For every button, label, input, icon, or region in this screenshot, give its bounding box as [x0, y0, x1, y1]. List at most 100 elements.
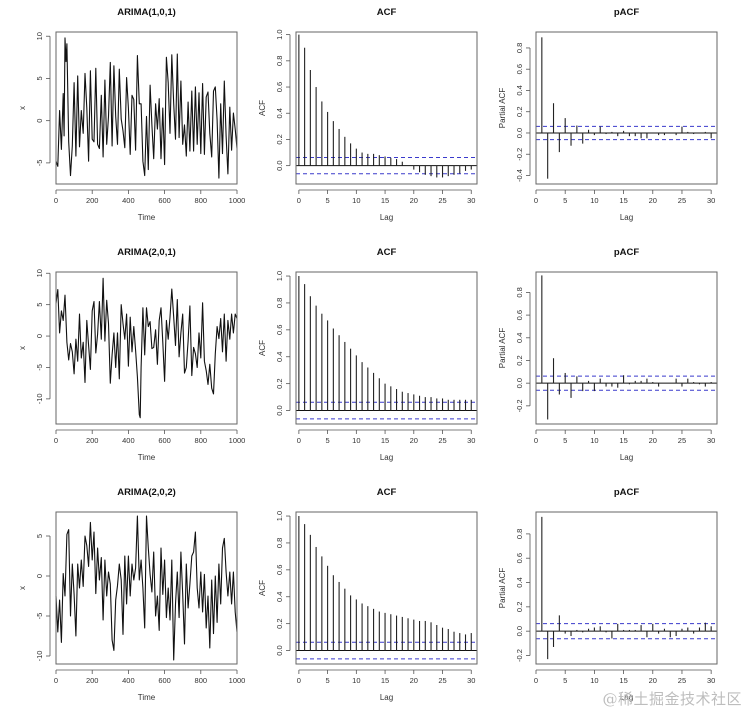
watermark: @稀土掘金技术社区: [602, 690, 742, 708]
y-tick-label: 0.8: [275, 298, 284, 308]
x-tick-label: 0: [534, 676, 538, 685]
x-tick-label: 15: [381, 436, 389, 445]
x-tick-label: 200: [86, 436, 99, 445]
y-tick-label: 5: [35, 76, 44, 80]
y-tick-label: 0.2: [275, 378, 284, 388]
panel-title: ACF: [377, 247, 397, 258]
x-tick-label: 600: [158, 196, 171, 205]
x-axis-label: Lag: [620, 453, 633, 462]
y-tick-label: 0: [35, 334, 44, 338]
y-tick-label: 0.2: [515, 355, 524, 365]
y-tick-label: 10: [35, 32, 44, 40]
y-tick-label: 0.6: [275, 82, 284, 92]
panel-title: ACF: [377, 487, 397, 498]
y-tick-label: -5: [35, 160, 44, 167]
panel-9: pACF Lag Partial ACF 0 5 10 15 20 25 30 -0.2 0.0 0.2…: [498, 487, 718, 702]
plot-frame: [295, 31, 478, 185]
y-tick-label: 0.6: [515, 64, 524, 74]
x-tick-label: 25: [678, 436, 686, 445]
x-tick-label: 1000: [229, 436, 246, 445]
y-tick-label: -5: [35, 613, 44, 620]
x-tick-label: 200: [86, 196, 99, 205]
x-tick-label: 25: [438, 436, 446, 445]
y-tick-label: 0.0: [275, 160, 284, 170]
y-axis-label: Partial ACF: [498, 328, 507, 369]
y-tick-label: -5: [35, 364, 44, 371]
y-tick-label: 10: [35, 269, 44, 277]
y-tick-label: 0: [35, 119, 44, 123]
panel-6: pACF Lag Partial ACF 0 5 10 15 20 25 30 -0.2 0.0 0.2…: [498, 247, 718, 462]
y-axis-label: x: [18, 106, 27, 110]
y-tick-label: 0.6: [515, 310, 524, 320]
x-tick-label: 15: [381, 196, 389, 205]
x-axis-label: Lag: [620, 693, 633, 702]
x-tick-label: 20: [410, 196, 418, 205]
x-tick-label: 5: [326, 676, 330, 685]
x-tick-label: 15: [381, 676, 389, 685]
y-axis-label: ACF: [258, 580, 267, 596]
y-tick-label: 0.6: [515, 553, 524, 563]
plot-frame: [535, 511, 718, 665]
y-tick-label: 0.0: [515, 128, 524, 138]
y-tick-label: 0.4: [275, 592, 284, 602]
x-tick-label: 25: [678, 196, 686, 205]
y-tick-label: 0.2: [275, 618, 284, 628]
y-tick-label: 0.2: [275, 134, 284, 144]
plot-frame: [55, 31, 238, 185]
x-tick-label: 400: [122, 676, 135, 685]
y-tick-label: 5: [35, 303, 44, 307]
x-tick-label: 0: [54, 676, 58, 685]
y-tick-label: 5: [35, 534, 44, 538]
panel-5: ACF Lag ACF 0 5 10 15 20 25 30 0.0 0.2 0.4 0.6 0.8 1.0: [258, 247, 478, 462]
plot-frame: [295, 271, 478, 425]
panel-title: pACF: [614, 247, 640, 258]
series-line: [55, 277, 238, 419]
panel-8: ACF Lag ACF 0 5 10 15 20 25 30 0.0 0.2 0.4 0.6 0.8 1.0: [258, 487, 478, 702]
y-tick-label: -0.2: [515, 148, 524, 161]
plot-frame: [535, 271, 718, 425]
x-tick-label: 800: [195, 196, 208, 205]
y-tick-label: 1.0: [275, 271, 284, 281]
y-tick-label: 0.8: [515, 287, 524, 297]
y-tick-label: 0.4: [275, 108, 284, 118]
x-tick-label: 5: [563, 196, 567, 205]
panel-title: ARIMA(2,0,2): [117, 487, 176, 498]
y-axis-label: Partial ACF: [498, 88, 507, 129]
x-tick-label: 5: [326, 436, 330, 445]
y-tick-label: 0.8: [275, 56, 284, 66]
y-tick-label: 0.4: [515, 85, 524, 95]
y-tick-label: 0.0: [515, 626, 524, 636]
y-tick-label: -0.4: [515, 169, 524, 182]
x-tick-label: 0: [297, 196, 301, 205]
x-tick-label: 20: [649, 196, 657, 205]
x-tick-label: 0: [54, 196, 58, 205]
x-tick-label: 800: [195, 436, 208, 445]
y-axis-label: x: [18, 586, 27, 590]
x-tick-label: 30: [467, 196, 475, 205]
y-tick-label: 0.2: [515, 107, 524, 117]
panel-2: ACF Lag ACF 0 5 10 15 20 25 30 0.0 0.2 0.4 0.6 0.8 1.0: [258, 7, 478, 222]
panel-title: ARIMA(2,0,1): [117, 247, 176, 258]
x-tick-label: 0: [54, 436, 58, 445]
x-tick-label: 20: [649, 676, 657, 685]
x-tick-label: 10: [590, 676, 598, 685]
y-tick-label: 0.4: [275, 352, 284, 362]
y-tick-label: 0.8: [515, 43, 524, 53]
y-tick-label: 0.0: [275, 645, 284, 655]
x-axis-label: Lag: [380, 213, 393, 222]
x-tick-label: 10: [352, 676, 360, 685]
x-tick-label: 25: [438, 196, 446, 205]
x-tick-label: 30: [467, 436, 475, 445]
x-tick-label: 400: [122, 436, 135, 445]
y-tick-label: 0.0: [275, 405, 284, 415]
x-tick-label: 15: [619, 436, 627, 445]
x-tick-label: 30: [707, 196, 715, 205]
x-tick-label: 0: [297, 436, 301, 445]
x-tick-label: 30: [707, 676, 715, 685]
y-tick-label: 1.0: [275, 511, 284, 521]
x-axis-label: Time: [138, 453, 156, 462]
panel-title: ARIMA(1,0,1): [117, 7, 176, 18]
y-tick-label: -0.2: [515, 649, 524, 662]
x-tick-label: 5: [326, 196, 330, 205]
x-axis-label: Lag: [380, 693, 393, 702]
